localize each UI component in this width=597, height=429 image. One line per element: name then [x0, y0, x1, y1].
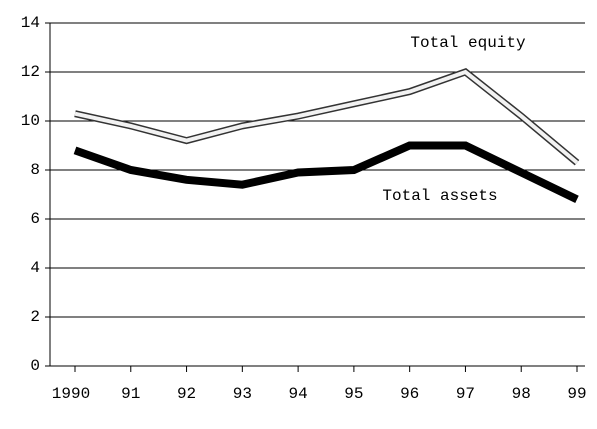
x-tick-label: 96	[400, 385, 419, 403]
x-tick-label: 92	[177, 385, 196, 403]
x-tick-label: 95	[344, 385, 363, 403]
y-tick-label: 14	[21, 14, 40, 32]
y-tick-label: 10	[21, 112, 40, 130]
series-label: Total equity	[410, 34, 526, 52]
x-tick-label: 99	[567, 385, 586, 403]
y-tick-label: 12	[21, 63, 40, 81]
x-tick-label: 98	[512, 385, 531, 403]
x-tick-label: 94	[289, 385, 308, 403]
x-tick-label: 97	[456, 385, 475, 403]
y-tick-label: 6	[30, 210, 40, 228]
x-tick-label: 91	[121, 385, 140, 403]
y-tick-label: 4	[30, 259, 40, 277]
line	[73, 141, 579, 204]
x-tick-label: 1990	[52, 385, 90, 403]
y-tick-label: 0	[30, 357, 40, 375]
line-outline	[74, 68, 580, 166]
y-tick-label: 2	[30, 308, 40, 326]
y-tick-label: 8	[30, 161, 40, 179]
series-label: Total assets	[382, 187, 497, 205]
line	[74, 69, 579, 165]
x-tick-label: 93	[233, 385, 252, 403]
